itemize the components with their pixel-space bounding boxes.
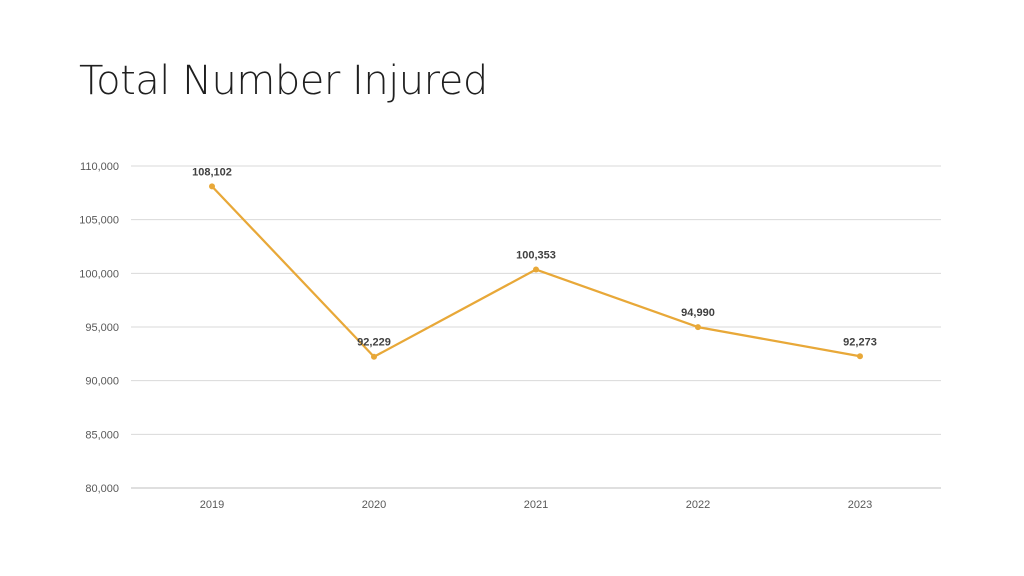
data-point bbox=[371, 353, 377, 360]
data-label: 100,353 bbox=[516, 250, 556, 262]
data-point bbox=[533, 266, 539, 273]
data-labels: 108,102 92,229 100,353 94,990 92,273 bbox=[192, 166, 877, 348]
y-tick-label: 110,000 bbox=[80, 161, 119, 173]
data-label: 94,990 bbox=[681, 307, 715, 319]
x-tick-label: 2020 bbox=[362, 499, 386, 511]
data-label: 92,229 bbox=[357, 337, 391, 349]
x-tick-label: 2019 bbox=[200, 499, 224, 511]
y-tick-label: 80,000 bbox=[85, 483, 119, 495]
x-axis-ticks: 2019 2020 2021 2022 2023 bbox=[200, 499, 872, 511]
data-label: 108,102 bbox=[192, 166, 232, 178]
x-tick-label: 2023 bbox=[848, 499, 872, 511]
data-point bbox=[857, 353, 863, 360]
x-tick-label: 2021 bbox=[524, 499, 548, 511]
y-tick-label: 85,000 bbox=[85, 429, 119, 441]
y-tick-label: 95,000 bbox=[85, 322, 119, 334]
data-label: 92,273 bbox=[843, 336, 877, 348]
data-point bbox=[695, 324, 701, 331]
series bbox=[209, 183, 863, 360]
y-tick-label: 105,000 bbox=[79, 215, 119, 227]
gridlines bbox=[131, 165, 941, 489]
data-point bbox=[209, 183, 215, 190]
y-tick-label: 100,000 bbox=[79, 268, 119, 280]
y-axis-ticks: 80,000 85,000 90,000 95,000 100,000 105,000 11… bbox=[79, 161, 119, 495]
y-tick-label: 90,000 bbox=[85, 376, 119, 388]
page-title: Total Number Injured bbox=[79, 58, 488, 104]
x-tick-label: 2022 bbox=[686, 499, 710, 511]
